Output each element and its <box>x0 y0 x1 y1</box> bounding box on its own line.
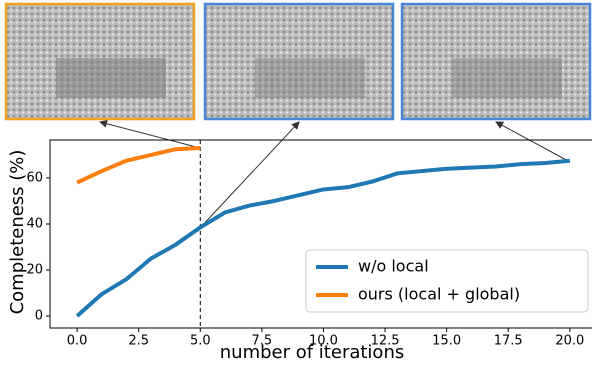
x-tick-label: 7.5 <box>252 334 273 349</box>
arrow <box>200 122 299 228</box>
arrow <box>496 122 570 162</box>
render-panels <box>6 4 590 119</box>
table-shape <box>56 58 166 98</box>
x-tick-label: 5.0 <box>190 334 211 349</box>
arrows <box>100 122 570 228</box>
legend-label: w/o local <box>358 257 429 276</box>
x-tick-label: 20.0 <box>555 334 584 349</box>
series-line <box>77 148 200 183</box>
y-tick-label: 0 <box>35 309 43 324</box>
x-tick-label: 12.5 <box>371 334 400 349</box>
y-tick-label: 60 <box>26 170 43 185</box>
x-tick-label: 2.5 <box>128 334 149 349</box>
y-axis-label: Completeness (%) <box>7 150 28 315</box>
y-tick-label: 40 <box>26 216 43 231</box>
table-shape <box>255 58 365 98</box>
x-tick-label: 17.5 <box>494 334 523 349</box>
legend-label: ours (local + global) <box>358 285 520 304</box>
x-tick-label: 10.0 <box>309 334 338 349</box>
figure: Completeness (%) number of iterations 0.… <box>0 0 593 365</box>
x-tick-label: 15.0 <box>432 334 461 349</box>
x-tick-label: 0.0 <box>67 334 88 349</box>
table-shape <box>452 58 562 98</box>
y-tick-label: 20 <box>26 263 43 278</box>
arrow <box>100 122 200 148</box>
